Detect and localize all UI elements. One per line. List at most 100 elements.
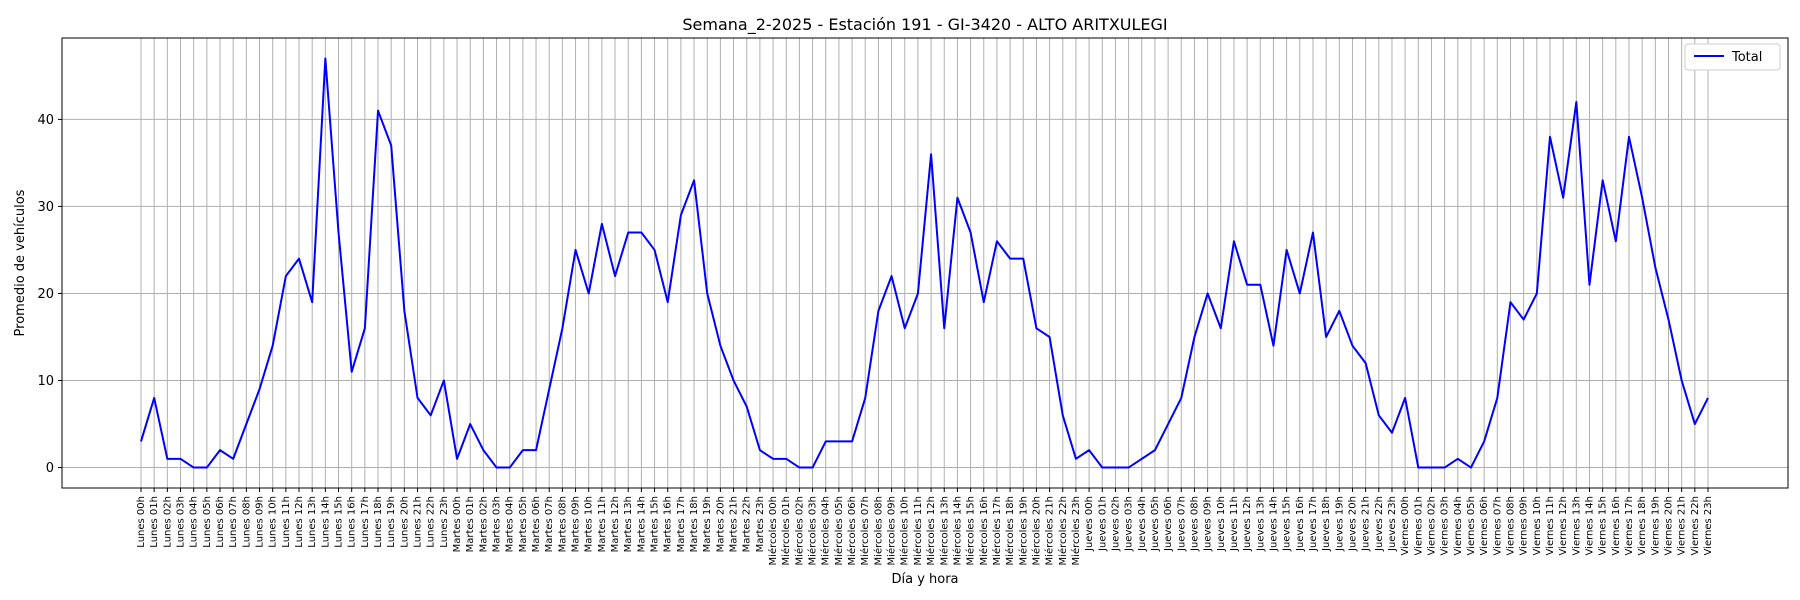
- x-tick-label: Martes 03h: [492, 496, 503, 552]
- x-tick-label: Martes 15h: [650, 496, 661, 552]
- x-tick-label: Martes 12h: [610, 496, 621, 552]
- x-tick-label: Jueves 06h: [1163, 496, 1174, 552]
- x-tick-label: Miércoles 14h: [951, 496, 963, 565]
- x-tick-label: Jueves 04h: [1137, 496, 1148, 552]
- x-tick-label: Miércoles 08h: [872, 496, 884, 565]
- x-tick-label: Jueves 17h: [1308, 496, 1319, 552]
- x-tick-label: Miércoles 23h: [1070, 496, 1082, 565]
- x-tick-label: Viernes 13h: [1571, 496, 1582, 555]
- x-tick-label: Martes 09h: [571, 496, 582, 552]
- x-tick-label: Martes 21h: [729, 496, 740, 552]
- x-tick-label: Lunes 12h: [294, 496, 305, 548]
- x-tick-label: Lunes 14h: [320, 496, 331, 548]
- x-tick-label: Lunes 10h: [268, 496, 279, 548]
- x-tick-label: Lunes 03h: [176, 496, 187, 548]
- x-tick-label: Jueves 12h: [1242, 496, 1253, 552]
- x-tick-label: Lunes 09h: [255, 496, 266, 548]
- x-tick-label: Jueves 22h: [1374, 496, 1385, 552]
- x-tick-label: Lunes 20h: [399, 496, 410, 548]
- grid: [62, 38, 1788, 488]
- x-tick-label: Viernes 16h: [1611, 496, 1622, 555]
- x-tick-label: Lunes 15h: [334, 496, 345, 548]
- x-tick-label: Miércoles 16h: [978, 496, 990, 565]
- x-tick-label: Lunes 06h: [215, 496, 226, 548]
- x-tick-label: Jueves 09h: [1203, 496, 1214, 552]
- x-tick-label: Viernes 23h: [1703, 496, 1714, 555]
- x-tick-label: Miércoles 05h: [833, 496, 845, 565]
- legend-box: [1684, 43, 1781, 71]
- x-tick-label: Lunes 19h: [386, 496, 397, 548]
- x-tick-label: Viernes 19h: [1650, 496, 1661, 555]
- x-tick-label: Jueves 11h: [1229, 496, 1240, 552]
- x-tick-label: Martes 00h: [452, 496, 463, 552]
- plot-area-frame: [61, 37, 1789, 489]
- x-tick-label: Lunes 00h: [136, 496, 147, 548]
- x-tick-label: Jueves 10h: [1216, 496, 1227, 552]
- x-tick-label: Lunes 08h: [241, 496, 252, 548]
- x-tick-label: Viernes 14h: [1584, 496, 1595, 555]
- x-tick-label: Miércoles 18h: [1004, 496, 1016, 565]
- x-tick-label: Martes 10h: [584, 496, 595, 552]
- y-tick-label: 0: [46, 461, 54, 476]
- legend: Total: [1684, 43, 1781, 71]
- x-tick-label: Viernes 20h: [1663, 496, 1674, 555]
- x-tick-label: Lunes 07h: [228, 496, 239, 548]
- x-tick-label: Martes 07h: [544, 496, 555, 552]
- x-tick-label: Jueves 13h: [1255, 496, 1266, 552]
- x-tick-label: Jueves 01h: [1097, 496, 1108, 552]
- x-tick-label: Viernes 03h: [1440, 496, 1451, 555]
- x-tick-label: Lunes 04h: [189, 496, 200, 548]
- x-tick-label: Viernes 12h: [1558, 496, 1569, 555]
- x-tick-label: Lunes 17h: [360, 496, 371, 548]
- y-tick-label: 10: [37, 374, 54, 389]
- x-axis-label: Día y hora: [891, 572, 958, 587]
- x-tick-label: Lunes 23h: [439, 496, 450, 548]
- x-tick-label: Martes 22h: [742, 496, 753, 552]
- x-tick-label: Miércoles 11h: [912, 496, 924, 565]
- x-tick-label: Miércoles 03h: [807, 496, 819, 565]
- x-tick-label: Miércoles 17h: [991, 496, 1003, 565]
- x-tick-label: Viernes 05h: [1466, 496, 1477, 555]
- x-tick-label: Martes 20h: [715, 496, 726, 552]
- x-tick-label: Jueves 14h: [1268, 496, 1279, 552]
- x-tick-label: Miércoles 19h: [1017, 496, 1029, 565]
- x-tick-label: Viernes 15h: [1598, 496, 1609, 555]
- x-tick-label: Viernes 04h: [1453, 496, 1464, 555]
- x-tick-label: Martes 23h: [755, 496, 766, 552]
- x-tick-label: Martes 18h: [689, 496, 700, 552]
- x-tick-label: Lunes 21h: [413, 496, 424, 548]
- y-tick-label: 40: [37, 113, 54, 128]
- x-tick-label: Jueves 18h: [1321, 496, 1332, 552]
- series-layer: [140, 57, 1709, 469]
- y-tick-label: 20: [37, 287, 54, 302]
- x-axis-ticks: Lunes 00h Lunes 01h Lunes 02h Lunes 03h Lune…: [136, 488, 1714, 565]
- x-tick-label: Miércoles 12h: [925, 496, 937, 565]
- series-line-total: [140, 57, 1709, 469]
- y-axis-ticks: 0 10 20 30 40: [37, 113, 62, 476]
- legend-label-total: Total: [1731, 50, 1762, 65]
- x-tick-label: Jueves 16h: [1295, 496, 1306, 552]
- x-tick-label: Martes 02h: [478, 496, 489, 552]
- x-tick-label: Viernes 00h: [1400, 496, 1411, 555]
- x-tick-label: Martes 08h: [557, 496, 568, 552]
- x-tick-label: Viernes 09h: [1519, 496, 1530, 555]
- x-tick-label: Miércoles 01h: [780, 496, 792, 565]
- x-tick-label: Viernes 01h: [1413, 496, 1424, 555]
- x-tick-label: Viernes 17h: [1624, 496, 1635, 555]
- x-tick-label: Jueves 00h: [1084, 496, 1095, 552]
- x-tick-label: Miércoles 13h: [938, 496, 950, 565]
- x-tick-label: Jueves 23h: [1387, 496, 1398, 552]
- x-tick-label: Lunes 02h: [162, 496, 173, 548]
- x-tick-label: Jueves 02h: [1110, 496, 1121, 552]
- x-tick-label: Miércoles 04h: [820, 496, 832, 565]
- y-tick-label: 30: [37, 200, 54, 215]
- x-tick-label: Martes 14h: [636, 496, 647, 552]
- y-axis-label: Promedio de vehículos: [13, 189, 28, 336]
- x-tick-label: Jueves 03h: [1124, 496, 1135, 552]
- x-tick-label: Viernes 21h: [1677, 496, 1688, 555]
- x-tick-label: Jueves 20h: [1347, 496, 1358, 552]
- x-tick-label: Martes 19h: [702, 496, 713, 552]
- x-tick-label: Lunes 01h: [149, 496, 160, 548]
- x-tick-label: Miércoles 09h: [886, 496, 898, 565]
